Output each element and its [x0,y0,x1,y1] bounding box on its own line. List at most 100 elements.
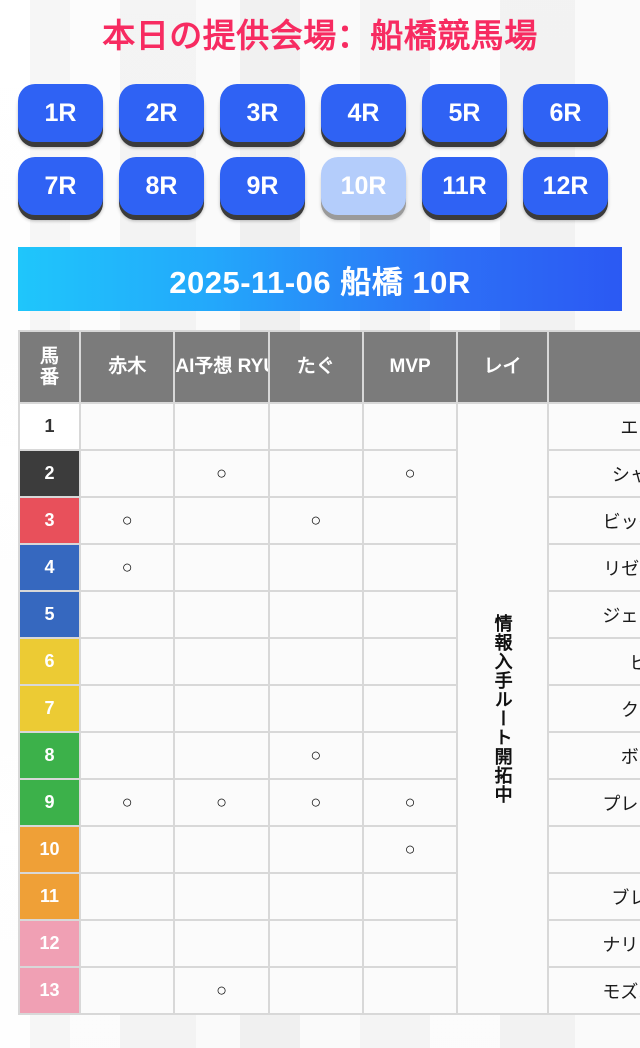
cell-mark-ai-ryu [175,639,268,684]
cell-horse-name: ビスマルク [548,639,640,684]
table-header-row: 馬 番 赤木 AI予想 RYU たぐ MVP レイ 馬 名 [20,332,640,402]
cell-mark-akagi [81,592,174,637]
cell-mark-tagu [269,545,362,590]
cell-mark-mvp [363,733,457,778]
race-button-3r[interactable]: 3R [220,84,305,142]
cell-mark-mvp [363,498,457,543]
cell-umaban: 8 [20,733,80,778]
table-row: 9○○○○プレストムーラン [20,780,640,825]
ai-ryu-header-line1: AI予想 [175,356,233,378]
cell-mark-akagi [81,404,174,449]
race-selector: 1R 2R 3R 4R 5R 6R 7R 8R 9R 10R 11R 12R [0,62,640,215]
page-title: 本日の提供会場：船橋競馬場 [102,17,538,54]
cell-mark-akagi [81,874,174,919]
cell-mark-akagi [81,451,174,496]
cell-umaban: 7 [20,686,80,731]
cell-mark-ai-ryu [175,404,268,449]
cell-mark-tagu [269,451,362,496]
table-row: 12 ナリノヴァニーニ [20,921,640,966]
cell-mark-tagu: ○ [269,780,362,825]
cell-mark-ai-ryu: ○ [175,968,268,1013]
cell-umaban: 6 [20,639,80,684]
column-header-umamei: 馬 名 [548,332,640,402]
cell-mark-tagu [269,592,362,637]
cell-mark-tagu [269,921,362,966]
race-button-12r[interactable]: 12R [523,157,608,215]
umamei-header-line1: 馬 [549,346,640,367]
cell-horse-name: ブレイヴアウト [548,874,640,919]
cell-mark-ai-ryu [175,874,268,919]
table-row: 6 ビスマルク [20,639,640,684]
race-banner: 2025-11-06 船橋 10R [18,247,622,311]
race-button-2r[interactable]: 2R [119,84,204,142]
race-button-6r[interactable]: 6R [523,84,608,142]
race-button-11r[interactable]: 11R [422,157,507,215]
cell-horse-name: モズハッピーロー [548,968,640,1013]
column-header-mvp: MVP [363,332,457,402]
race-button-10r[interactable]: 10R [321,157,406,215]
cell-mark-mvp [363,639,457,684]
rei-column-notice: 情報入手ルート開拓中 [458,404,547,1013]
table-row: 4○ リゼルージュセリ [20,545,640,590]
cell-mark-akagi [81,827,174,872]
cell-mark-tagu: ○ [269,733,362,778]
column-header-akagi: 赤木 [81,332,174,402]
cell-mark-akagi [81,921,174,966]
cell-mark-akagi [81,639,174,684]
cell-mark-akagi [81,968,174,1013]
table-header: 馬 番 赤木 AI予想 RYU たぐ MVP レイ 馬 名 [20,332,640,402]
cell-umaban: 9 [20,780,80,825]
column-header-umaban: 馬 番 [20,332,80,402]
cell-mark-ai-ryu [175,592,268,637]
cell-mark-ai-ryu [175,545,268,590]
table-row: 10 ○ ガウロン [20,827,640,872]
race-button-5r[interactable]: 5R [422,84,507,142]
cell-mark-mvp: ○ [363,451,457,496]
ai-ryu-header-line2: RYU [237,356,268,378]
cell-umaban: 13 [20,968,80,1013]
umaban-header-line1: 馬 [40,345,60,367]
cell-mark-mvp [363,592,457,637]
umaban-header-line2: 番 [40,367,60,388]
column-header-ai-ryu: AI予想 RYU [175,332,268,402]
table-row: 3○○ビッグデイメイク [20,498,640,543]
cell-umaban: 1 [20,404,80,449]
cell-horse-name: シャドウアイル [548,451,640,496]
cell-mark-mvp: ○ [363,780,457,825]
cell-mark-akagi: ○ [81,780,174,825]
cell-horse-name: ナリノヴァニーニ [548,921,640,966]
cell-mark-tagu [269,404,362,449]
cell-horse-name: ガウロン [548,827,640,872]
cell-horse-name: プレストムーラン [548,780,640,825]
cell-horse-name: リゼルージュセリ [548,545,640,590]
column-header-rei: レイ [458,332,547,402]
cell-umaban: 10 [20,827,80,872]
cell-mark-mvp [363,874,457,919]
cell-umaban: 3 [20,498,80,543]
table-row: 5 ジェントルタッチ [20,592,640,637]
race-button-9r[interactable]: 9R [220,157,305,215]
cell-mark-tagu [269,686,362,731]
race-button-1r[interactable]: 1R [18,84,103,142]
table-body: 1情報入手ルート開拓中エーヴベリー2○○シャドウアイル3○○ビッグデイメイク4○… [20,404,640,1013]
cell-mark-mvp [363,404,457,449]
cell-mark-tagu [269,639,362,684]
prediction-table-scroll[interactable]: 馬 番 赤木 AI予想 RYU たぐ MVP レイ 馬 名 [18,330,640,1015]
cell-mark-mvp [363,921,457,966]
cell-mark-mvp: ○ [363,827,457,872]
cell-mark-ai-ryu: ○ [175,451,268,496]
cell-mark-akagi [81,733,174,778]
cell-umaban: 4 [20,545,80,590]
race-button-8r[interactable]: 8R [119,157,204,215]
race-button-7r[interactable]: 7R [18,157,103,215]
cell-mark-akagi [81,686,174,731]
cell-mark-ai-ryu [175,827,268,872]
cell-mark-mvp [363,968,457,1013]
race-button-4r[interactable]: 4R [321,84,406,142]
cell-horse-name: エーヴベリー [548,404,640,449]
cell-mark-ai-ryu [175,921,268,966]
cell-mark-tagu [269,968,362,1013]
cell-mark-tagu [269,827,362,872]
cell-mark-ai-ryu [175,733,268,778]
